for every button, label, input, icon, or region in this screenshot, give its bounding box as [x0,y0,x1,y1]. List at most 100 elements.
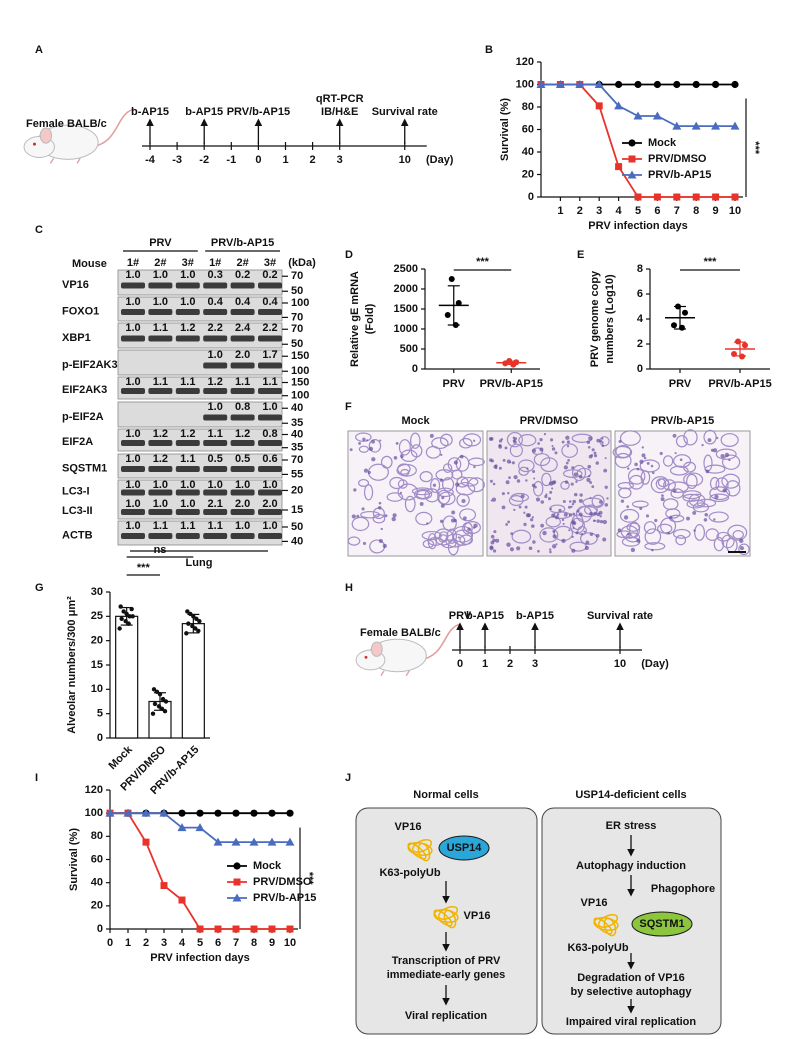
marker-label: 70 [291,270,303,282]
alveolus [675,435,688,448]
timeline-day: 10 [614,658,626,670]
quant-label: 1.0 [208,401,223,413]
data-point [105,808,115,817]
nucleus [426,522,429,525]
marker-label: 40 [291,428,303,440]
alveolus [445,533,466,548]
panel-label: H [345,582,353,594]
nucleus [573,472,578,477]
data-point [177,823,187,832]
vp16-blob [597,914,619,928]
nucleus [598,500,603,504]
nucleus [641,446,645,449]
data-point [692,80,700,89]
quant-label: 1.0 [125,269,140,281]
nucleus [539,437,543,442]
x-tick-label: 1 [125,937,131,949]
nucleus [363,468,369,473]
marker-label: 35 [291,442,303,454]
nucleus [572,512,576,516]
y-tick-label: 20 [91,635,103,647]
data-point [123,619,128,624]
marker-label: 35 [291,417,303,429]
marker-label: 20 [291,484,303,496]
blot-band [258,509,282,515]
data-point [628,155,636,163]
marker-label: 150 [291,350,309,362]
nucleus [581,532,584,536]
blot-band [230,335,255,342]
nucleus [382,543,387,548]
nucleus [674,452,677,455]
y-axis-title: (Fold) [364,303,376,334]
nucleus [513,475,518,480]
alveolus [438,534,448,543]
x-tick-label: 5 [197,937,203,949]
alveolus [410,444,423,458]
nucleus [571,466,575,470]
nucleus [532,540,536,544]
nucleus [440,453,443,456]
data-point [653,193,661,201]
nucleus [584,545,589,551]
lane-label: 2# [236,257,248,269]
blot-band [148,388,173,394]
cell-box [355,807,538,1035]
y-tick-label: 25 [91,610,103,622]
blot-band [175,489,200,496]
nucleus [710,448,715,452]
cell-title: USP14-deficient cells [575,789,686,801]
nucleus [604,503,609,507]
nucleus [552,529,556,533]
nucleus [502,458,506,462]
blot-band [203,466,228,472]
x-tick-label: PRV/b-AP15 [480,378,543,390]
nucleus [500,438,504,441]
data-point [712,80,720,89]
step-label: Transcription of PRV [392,955,501,967]
data-point [178,896,186,904]
marker-label: 50 [291,338,303,350]
data-point [196,809,204,817]
nucleus [588,436,593,441]
alveolus [358,478,370,487]
nucleus [495,538,500,543]
quant-label: 2.4 [235,322,251,334]
quant-label: 1.0 [208,479,223,491]
receptor-shape [631,911,693,937]
alveolus [404,495,416,513]
vp16-blob [443,909,457,929]
blot-band [203,282,228,289]
blot-panel [117,479,283,520]
nucleus [399,491,403,494]
protein-label: VP16 [581,897,608,909]
alveolus [441,477,455,492]
nucleus [516,546,521,551]
data-point [124,611,129,617]
nucleus [551,444,554,448]
nucleus [564,480,569,484]
nucleus [556,513,560,516]
y-tick-label: 0 [97,923,103,935]
blot-band [175,282,200,289]
y-tick-label: 80 [522,101,534,113]
cell-box [541,807,722,1035]
blot-band [148,466,173,472]
alveolus [628,474,644,490]
blot-band [121,440,145,446]
marker-label: 70 [291,454,303,466]
nucleus [351,514,356,519]
image-title: PRV/DMSO [520,415,579,427]
nucleus [626,505,630,508]
alveolus [673,454,692,468]
panel-label: B [485,44,493,56]
legend-label: PRV/DMSO [253,876,312,888]
quant-label: 1.0 [153,296,168,308]
significance-label: *** [749,141,761,155]
x-tick-label: 10 [729,205,741,217]
nucleus [367,470,371,475]
quant-label: 1.1 [180,520,195,532]
nucleus [362,541,367,546]
timeline-day: -4 [145,154,156,166]
data-point [634,80,642,89]
